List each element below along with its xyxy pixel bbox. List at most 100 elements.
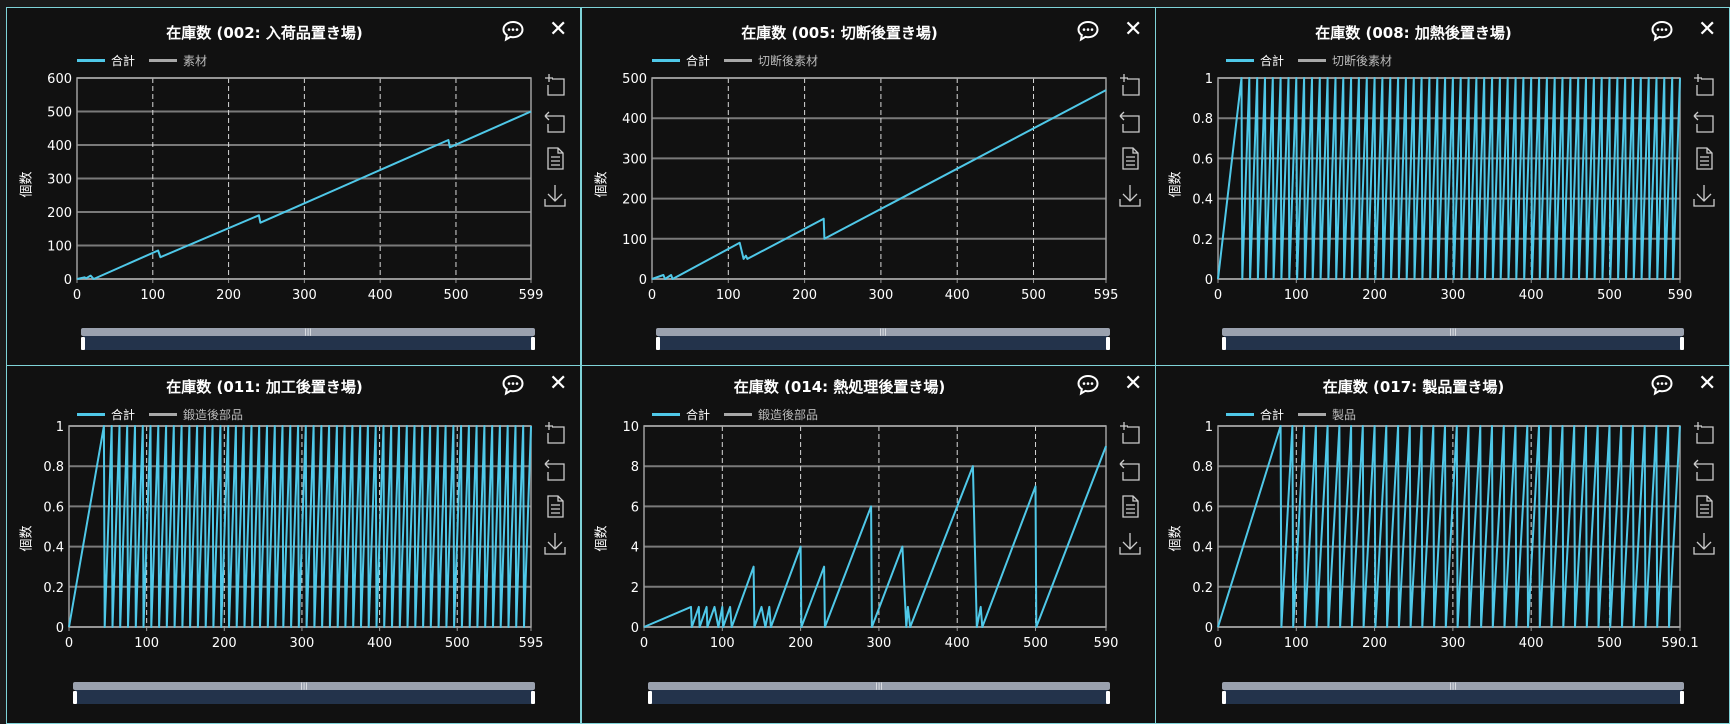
chat-bubble-icon[interactable] — [501, 20, 525, 42]
chat-bubble-icon[interactable] — [1076, 20, 1100, 42]
zoom-reset-icon[interactable] — [543, 457, 567, 481]
chart-title: 在庫数 (017: 製品置き場) — [1322, 378, 1505, 396]
slider-handle-right[interactable] — [1680, 337, 1684, 350]
chat-bubble-icon[interactable] — [1076, 374, 1100, 396]
zoom-select-icon[interactable] — [543, 420, 567, 444]
line-chart: 0 0.2 0.4 0.6 0.8 1 0 100 200 300 400 500 595 — [43, 420, 543, 651]
close-icon[interactable]: ✕ — [549, 371, 568, 396]
data-view-icon[interactable] — [1118, 494, 1142, 518]
slider-handle-left[interactable] — [656, 337, 660, 350]
slider-grip-icon[interactable]: ||| — [1449, 682, 1457, 690]
zoom-reset-icon[interactable] — [1692, 457, 1716, 481]
legend-item-other[interactable]: 鍛造後部品 — [724, 406, 818, 423]
data-zoom-slider[interactable]: ||| — [648, 682, 1110, 704]
slider-selected-range[interactable] — [1224, 336, 1682, 350]
zoom-select-icon[interactable] — [543, 72, 567, 96]
slider-handle-left[interactable] — [648, 691, 652, 704]
save-image-icon[interactable] — [543, 531, 567, 555]
zoom-reset-icon[interactable] — [1692, 109, 1716, 133]
slider-handle-left[interactable] — [1222, 337, 1226, 350]
slider-grip-icon[interactable]: ||| — [304, 328, 312, 336]
save-image-icon[interactable] — [1118, 183, 1142, 207]
legend-item-total[interactable]: 合計 — [77, 52, 135, 69]
slider-handle-right[interactable] — [1680, 691, 1684, 704]
close-icon[interactable]: ✕ — [1124, 371, 1143, 396]
zoom-select-icon[interactable] — [1118, 420, 1142, 444]
series-line-total — [643, 445, 1107, 628]
legend-label: 素材 — [183, 54, 208, 68]
slider-grip-icon[interactable]: ||| — [879, 328, 887, 336]
data-view-icon[interactable] — [1692, 146, 1716, 170]
legend-item-other[interactable]: 切断後素材 — [724, 52, 818, 69]
slider-track[interactable]: ||| — [1222, 328, 1684, 336]
legend-item-other[interactable]: 切断後素材 — [1298, 52, 1392, 69]
legend-label: 切断後素材 — [758, 54, 819, 68]
legend-item-total[interactable]: 合計 — [1226, 52, 1284, 69]
slider-track[interactable]: ||| — [1222, 682, 1684, 690]
slider-grip-icon[interactable]: ||| — [300, 682, 308, 690]
slider-handle-right[interactable] — [1106, 691, 1110, 704]
zoom-reset-icon[interactable] — [1118, 109, 1142, 133]
chat-bubble-icon[interactable] — [501, 374, 525, 396]
legend-item-other[interactable]: 製品 — [1298, 406, 1356, 423]
chart-title: 在庫数 (002: 入荷品置き場) — [166, 24, 363, 42]
data-view-icon[interactable] — [1118, 146, 1142, 170]
slider-track[interactable]: ||| — [73, 682, 535, 690]
save-image-icon[interactable] — [1118, 531, 1142, 555]
zoom-reset-icon[interactable] — [1118, 457, 1142, 481]
legend-item-other[interactable]: 鍛造後部品 — [149, 406, 243, 423]
close-icon[interactable]: ✕ — [1698, 17, 1717, 42]
zoom-select-icon[interactable] — [1692, 72, 1716, 96]
y-tick-label: 2 — [631, 581, 639, 596]
slider-track[interactable]: ||| — [648, 682, 1110, 690]
close-icon[interactable]: ✕ — [549, 17, 568, 42]
slider-selected-range[interactable] — [83, 336, 533, 350]
chart-panel: 在庫数 (008: 加熱後置き場) ✕ 合計 切断後素材 個数 0 0.2 0.4 0.6 0.8… — [1155, 7, 1730, 366]
chat-bubble-icon[interactable] — [1650, 20, 1674, 42]
save-image-icon[interactable] — [543, 183, 567, 207]
data-zoom-slider[interactable]: ||| — [1222, 682, 1684, 704]
slider-handle-left[interactable] — [81, 337, 85, 350]
slider-selected-range[interactable] — [75, 690, 533, 704]
save-image-icon[interactable] — [1692, 183, 1716, 207]
zoom-select-icon[interactable] — [1118, 72, 1142, 96]
y-tick-label: 0 — [631, 621, 639, 636]
slider-selected-range[interactable] — [658, 336, 1108, 350]
y-tick-label: 0.2 — [1192, 233, 1213, 248]
slider-selected-range[interactable] — [650, 690, 1108, 704]
plot-frame — [76, 77, 532, 280]
chart-panel: 在庫数 (011: 加工後置き場) ✕ 合計 鍛造後部品 個数 0 0.2 0.4 0.6 0.8… — [6, 365, 581, 724]
legend-item-total[interactable]: 合計 — [652, 52, 710, 69]
slider-grip-icon[interactable]: ||| — [1449, 328, 1457, 336]
slider-handle-left[interactable] — [1222, 691, 1226, 704]
close-icon[interactable]: ✕ — [1698, 371, 1717, 396]
legend-item-total[interactable]: 合計 — [77, 406, 135, 423]
data-view-icon[interactable] — [543, 146, 567, 170]
close-icon[interactable]: ✕ — [1124, 17, 1143, 42]
x-tick-label: 400 — [1519, 636, 1544, 651]
slider-track[interactable]: ||| — [81, 328, 535, 336]
zoom-reset-icon[interactable] — [543, 109, 567, 133]
slider-handle-right[interactable] — [531, 691, 535, 704]
slider-handle-right[interactable] — [531, 337, 535, 350]
data-zoom-slider[interactable]: ||| — [73, 682, 535, 704]
legend-item-total[interactable]: 合計 — [1226, 406, 1284, 423]
data-view-icon[interactable] — [543, 494, 567, 518]
data-zoom-slider[interactable]: ||| — [81, 328, 535, 350]
slider-handle-right[interactable] — [1106, 337, 1110, 350]
save-image-icon[interactable] — [1692, 531, 1716, 555]
data-zoom-slider[interactable]: ||| — [1222, 328, 1684, 350]
y-tick-label: 600 — [47, 72, 72, 87]
slider-grip-icon[interactable]: ||| — [875, 682, 883, 690]
zoom-select-icon[interactable] — [1692, 420, 1716, 444]
chat-bubble-icon[interactable] — [1650, 374, 1674, 396]
slider-selected-range[interactable] — [1224, 690, 1682, 704]
slider-handle-left[interactable] — [73, 691, 77, 704]
legend: 合計 切断後素材 — [652, 52, 826, 69]
legend-item-total[interactable]: 合計 — [652, 406, 710, 423]
legend-item-other[interactable]: 素材 — [149, 52, 207, 69]
data-view-icon[interactable] — [1692, 494, 1716, 518]
slider-track[interactable]: ||| — [656, 328, 1110, 336]
data-zoom-slider[interactable]: ||| — [656, 328, 1110, 350]
x-tick-label: 500 — [445, 636, 470, 651]
